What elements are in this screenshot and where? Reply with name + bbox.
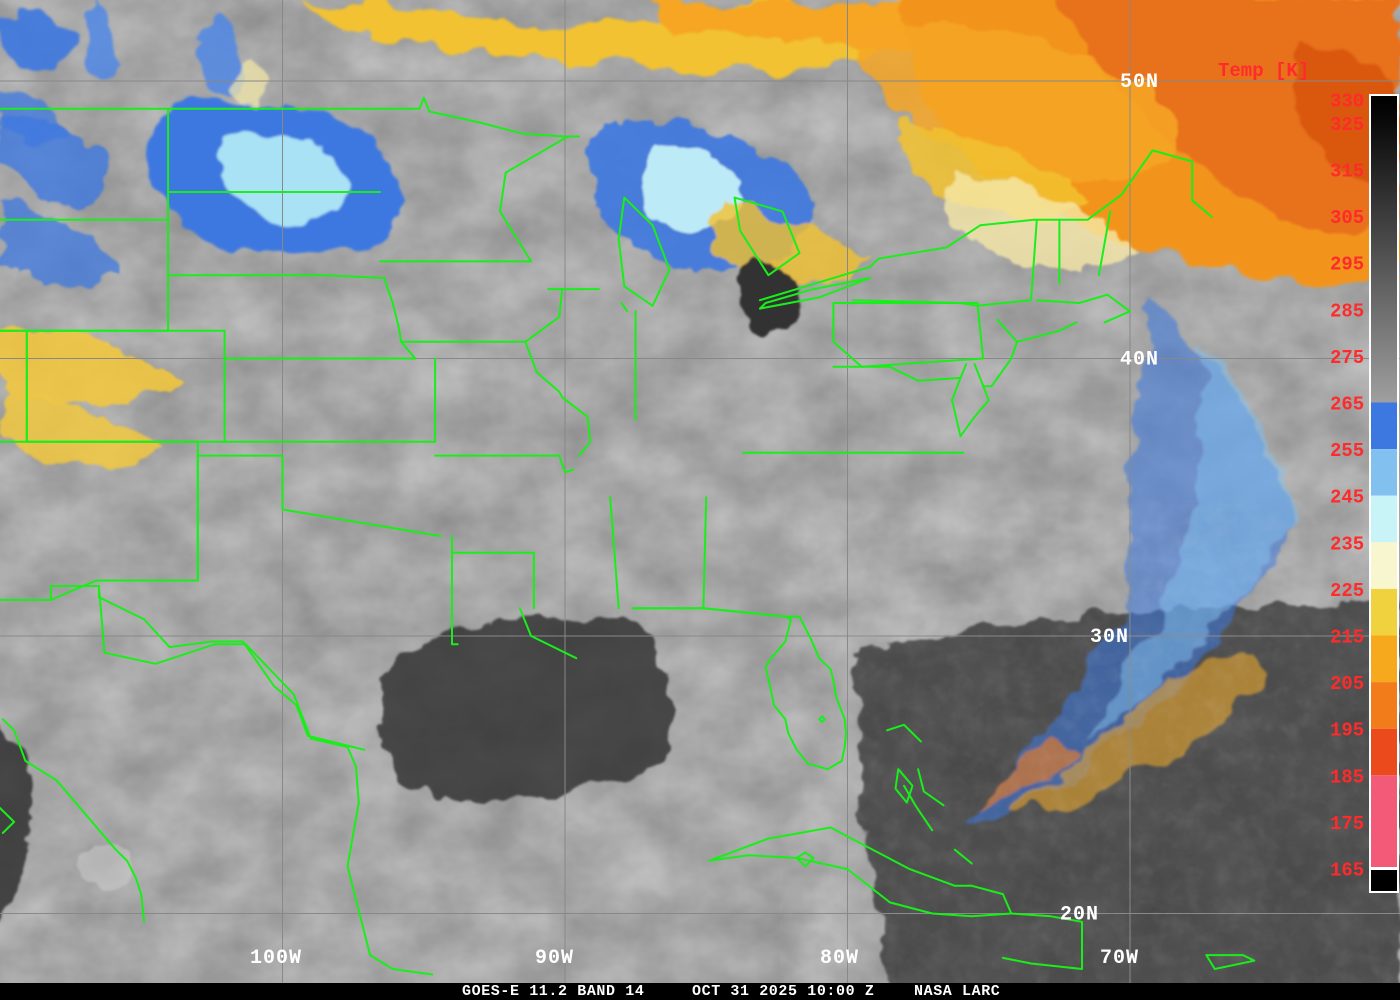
svg-text:185: 185: [1330, 766, 1364, 788]
svg-text:195: 195: [1330, 720, 1364, 742]
svg-text:325: 325: [1330, 114, 1364, 136]
svg-text:40N: 40N: [1120, 349, 1159, 372]
svg-text:305: 305: [1330, 207, 1364, 229]
svg-text:265: 265: [1330, 394, 1364, 416]
svg-text:90W: 90W: [535, 947, 574, 970]
svg-text:205: 205: [1330, 673, 1364, 695]
svg-text:80W: 80W: [820, 947, 859, 970]
svg-text:30N: 30N: [1090, 626, 1129, 649]
svg-text:315: 315: [1330, 161, 1364, 183]
svg-text:70W: 70W: [1100, 947, 1139, 970]
svg-text:GOES-E 11.2 BAND 14: GOES-E 11.2 BAND 14: [462, 983, 644, 1000]
svg-text:285: 285: [1330, 300, 1364, 322]
svg-text:OCT 31 2025 10:00 Z: OCT 31 2025 10:00 Z: [692, 983, 874, 1000]
svg-text:175: 175: [1330, 813, 1364, 835]
svg-text:20N: 20N: [1060, 904, 1099, 927]
svg-text:255: 255: [1330, 440, 1364, 462]
svg-text:NASA LARC: NASA LARC: [914, 983, 1000, 1000]
svg-text:275: 275: [1330, 347, 1364, 369]
svg-text:330: 330: [1330, 91, 1364, 113]
svg-text:225: 225: [1330, 580, 1364, 602]
svg-text:50N: 50N: [1120, 71, 1159, 94]
svg-text:165: 165: [1330, 860, 1364, 882]
svg-text:295: 295: [1330, 254, 1364, 276]
svg-text:235: 235: [1330, 533, 1364, 555]
svg-text:245: 245: [1330, 487, 1364, 509]
svg-text:215: 215: [1330, 627, 1364, 649]
svg-text:Temp [K]: Temp [K]: [1218, 60, 1309, 82]
svg-text:100W: 100W: [250, 947, 302, 970]
